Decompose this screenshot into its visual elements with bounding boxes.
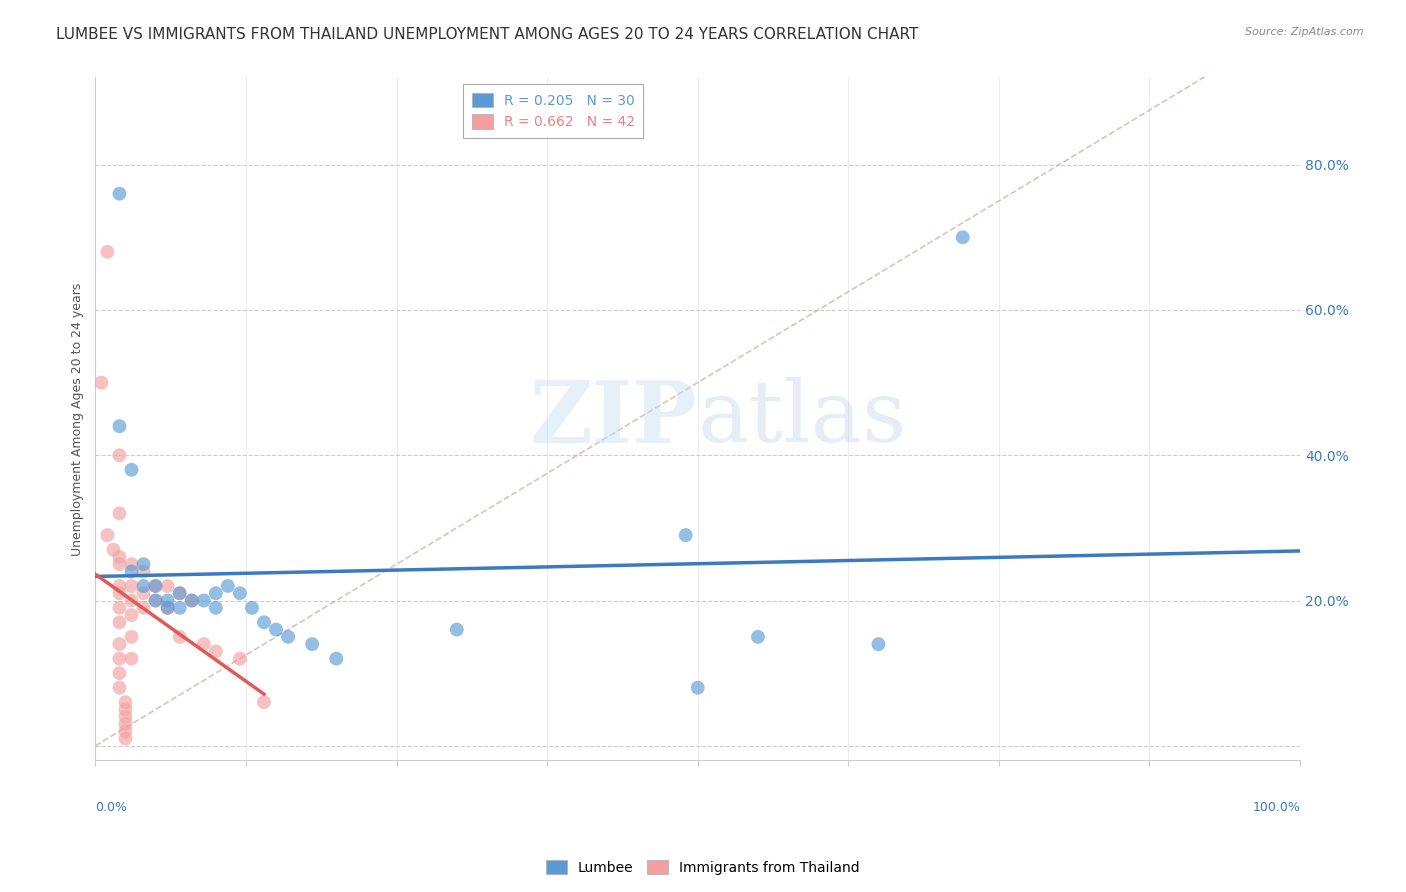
- Point: [114, 717, 136, 731]
- Y-axis label: Unemployment Among Ages 20 to 24 years: Unemployment Among Ages 20 to 24 years: [72, 282, 84, 556]
- Point: [169, 630, 191, 644]
- Text: 100.0%: 100.0%: [1253, 801, 1301, 814]
- Point: [121, 630, 143, 644]
- Text: 0.0%: 0.0%: [96, 801, 128, 814]
- Point: [121, 558, 143, 572]
- Point: [145, 593, 167, 607]
- Point: [193, 637, 215, 651]
- Point: [325, 651, 347, 665]
- Point: [240, 600, 263, 615]
- Point: [132, 586, 155, 600]
- Point: [108, 615, 131, 630]
- Point: [121, 651, 143, 665]
- Point: [132, 565, 155, 579]
- Point: [108, 558, 131, 572]
- Point: [205, 586, 228, 600]
- Point: [169, 586, 191, 600]
- Point: [108, 186, 131, 201]
- Point: [132, 600, 155, 615]
- Point: [180, 593, 202, 607]
- Point: [132, 558, 155, 572]
- Point: [145, 579, 167, 593]
- Point: [108, 448, 131, 462]
- Point: [108, 666, 131, 681]
- Point: [114, 710, 136, 724]
- Point: [868, 637, 890, 651]
- Point: [156, 600, 179, 615]
- Point: [108, 600, 131, 615]
- Point: [114, 724, 136, 739]
- Point: [114, 731, 136, 746]
- Point: [108, 419, 131, 434]
- Point: [108, 506, 131, 520]
- Point: [108, 586, 131, 600]
- Legend: R = 0.205   N = 30, R = 0.662   N = 42: R = 0.205 N = 30, R = 0.662 N = 42: [464, 85, 643, 137]
- Point: [747, 630, 769, 644]
- Point: [121, 608, 143, 623]
- Point: [301, 637, 323, 651]
- Point: [108, 651, 131, 665]
- Point: [169, 586, 191, 600]
- Point: [156, 600, 179, 615]
- Point: [145, 593, 167, 607]
- Point: [253, 615, 276, 630]
- Point: [114, 695, 136, 709]
- Point: [264, 623, 287, 637]
- Point: [96, 244, 118, 259]
- Point: [229, 651, 252, 665]
- Point: [121, 565, 143, 579]
- Point: [108, 637, 131, 651]
- Point: [121, 463, 143, 477]
- Point: [114, 702, 136, 716]
- Point: [90, 376, 112, 390]
- Point: [121, 593, 143, 607]
- Point: [169, 600, 191, 615]
- Text: LUMBEE VS IMMIGRANTS FROM THAILAND UNEMPLOYMENT AMONG AGES 20 TO 24 YEARS CORREL: LUMBEE VS IMMIGRANTS FROM THAILAND UNEMP…: [56, 27, 918, 42]
- Legend: Lumbee, Immigrants from Thailand: Lumbee, Immigrants from Thailand: [540, 855, 866, 880]
- Point: [108, 579, 131, 593]
- Point: [180, 593, 202, 607]
- Point: [675, 528, 697, 542]
- Point: [205, 644, 228, 658]
- Point: [193, 593, 215, 607]
- Point: [103, 542, 125, 557]
- Point: [253, 695, 276, 709]
- Point: [108, 681, 131, 695]
- Point: [686, 681, 709, 695]
- Point: [952, 230, 974, 244]
- Point: [121, 579, 143, 593]
- Point: [108, 549, 131, 564]
- Point: [277, 630, 299, 644]
- Point: [205, 600, 228, 615]
- Point: [156, 593, 179, 607]
- Point: [145, 579, 167, 593]
- Point: [217, 579, 239, 593]
- Point: [229, 586, 252, 600]
- Point: [446, 623, 468, 637]
- Text: ZIP: ZIP: [530, 377, 697, 461]
- Point: [132, 579, 155, 593]
- Text: atlas: atlas: [697, 377, 907, 460]
- Point: [156, 579, 179, 593]
- Point: [96, 528, 118, 542]
- Text: Source: ZipAtlas.com: Source: ZipAtlas.com: [1246, 27, 1364, 37]
